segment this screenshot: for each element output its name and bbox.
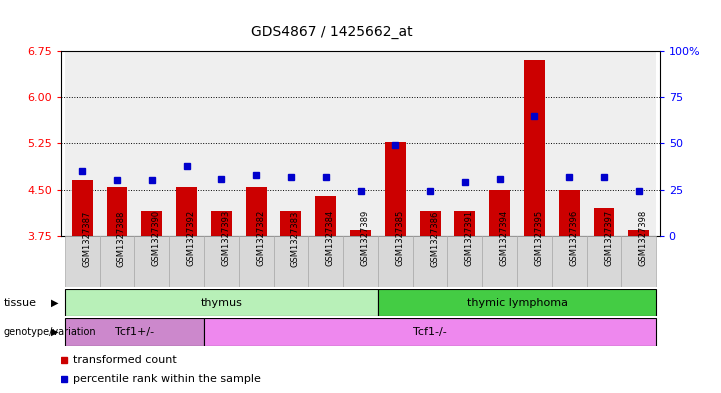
Bar	[309, 236, 343, 287]
Bar	[629, 230, 650, 236]
Bar	[482, 51, 517, 236]
Text: GDS4867 / 1425662_at: GDS4867 / 1425662_at	[251, 25, 412, 39]
Bar	[169, 51, 204, 236]
Text: percentile rank within the sample: percentile rank within the sample	[74, 374, 261, 384]
Bar	[65, 318, 204, 346]
Text: GSM1327393: GSM1327393	[221, 210, 230, 266]
Text: Tcf1-/-: Tcf1-/-	[413, 327, 447, 337]
Text: GSM1327391: GSM1327391	[465, 210, 474, 266]
Text: GSM1327390: GSM1327390	[151, 210, 161, 266]
Text: GSM1327396: GSM1327396	[570, 210, 578, 266]
Bar	[204, 51, 239, 236]
Text: ▶: ▶	[50, 298, 58, 308]
Text: ▶: ▶	[50, 327, 58, 337]
Bar	[490, 189, 510, 236]
Text: thymus: thymus	[200, 298, 242, 308]
Text: GSM1327395: GSM1327395	[534, 210, 544, 266]
Bar	[622, 51, 656, 236]
Bar	[169, 236, 204, 287]
Bar	[420, 211, 441, 236]
Text: GSM1327394: GSM1327394	[500, 210, 509, 266]
Text: Tcf1+/-: Tcf1+/-	[115, 327, 154, 337]
Text: tissue: tissue	[4, 298, 37, 308]
Bar	[141, 211, 162, 236]
Bar	[622, 236, 656, 287]
Bar	[587, 236, 622, 287]
Bar	[99, 51, 134, 236]
Bar	[204, 236, 239, 287]
Bar	[315, 196, 336, 236]
Bar	[517, 236, 552, 287]
Bar	[587, 51, 622, 236]
Bar	[176, 187, 197, 236]
Bar	[239, 51, 273, 236]
Bar	[71, 180, 92, 236]
Bar	[454, 211, 475, 236]
Bar	[273, 51, 309, 236]
Text: GSM1327386: GSM1327386	[430, 210, 439, 266]
Bar	[448, 236, 482, 287]
Text: GSM1327383: GSM1327383	[291, 210, 300, 266]
Bar	[524, 60, 545, 236]
Bar	[204, 318, 656, 346]
Bar	[280, 211, 301, 236]
Bar	[134, 51, 169, 236]
Text: GSM1327392: GSM1327392	[187, 210, 195, 266]
Text: GSM1327388: GSM1327388	[117, 210, 126, 266]
Bar	[134, 236, 169, 287]
Text: genotype/variation: genotype/variation	[4, 327, 96, 337]
Bar	[448, 51, 482, 236]
Bar	[350, 230, 371, 236]
Bar	[378, 289, 656, 316]
Bar	[378, 51, 412, 236]
Text: GSM1327384: GSM1327384	[326, 210, 335, 266]
Text: GSM1327398: GSM1327398	[639, 210, 648, 266]
Text: GSM1327387: GSM1327387	[82, 210, 91, 266]
Bar	[65, 236, 99, 287]
Bar	[593, 208, 614, 236]
Bar	[343, 236, 378, 287]
Bar	[378, 236, 412, 287]
Text: GSM1327382: GSM1327382	[256, 210, 265, 266]
Bar	[412, 236, 448, 287]
Bar	[482, 236, 517, 287]
Bar	[246, 187, 267, 236]
Bar	[552, 51, 587, 236]
Bar	[412, 51, 448, 236]
Bar	[517, 51, 552, 236]
Bar	[211, 211, 231, 236]
Bar	[239, 236, 273, 287]
Bar	[309, 51, 343, 236]
Bar	[273, 236, 309, 287]
Bar	[385, 141, 406, 236]
Text: GSM1327397: GSM1327397	[604, 210, 613, 266]
Bar	[107, 187, 128, 236]
Bar	[65, 289, 378, 316]
Bar	[552, 236, 587, 287]
Bar	[99, 236, 134, 287]
Bar	[559, 189, 580, 236]
Text: transformed count: transformed count	[74, 354, 177, 365]
Bar	[65, 51, 99, 236]
Text: thymic lymphoma: thymic lymphoma	[466, 298, 567, 308]
Text: GSM1327389: GSM1327389	[360, 210, 369, 266]
Bar	[343, 51, 378, 236]
Text: GSM1327385: GSM1327385	[395, 210, 404, 266]
